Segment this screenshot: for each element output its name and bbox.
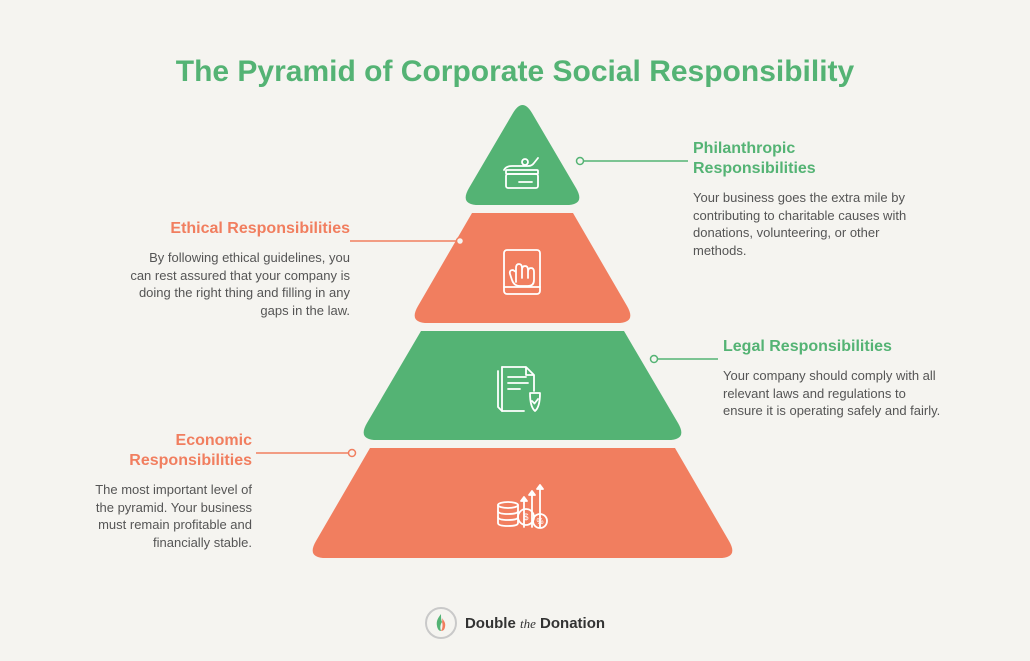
callout-body: The most important level of the pyramid.…: [92, 481, 252, 551]
callout-body: Your business goes the extra mile by con…: [693, 189, 913, 259]
page-title: The Pyramid of Corporate Social Responsi…: [0, 55, 1030, 89]
logo-word-donation: Donation: [540, 615, 605, 632]
pyramid: $ %: [300, 100, 745, 570]
callout-body: By following ethical guidelines, you can…: [130, 249, 350, 319]
callout-heading: Ethical Responsibilities: [130, 219, 350, 239]
logo-text: Double the Donation: [465, 615, 605, 632]
pyramid-level-legal: [364, 331, 682, 440]
logo-word-the: the: [520, 616, 536, 631]
svg-text:%: %: [536, 517, 543, 526]
callout-philanthropic: Philanthropic Responsibilities Your busi…: [693, 139, 913, 259]
callout-body: Your company should comply with all rele…: [723, 367, 943, 420]
callout-heading: Legal Responsibilities: [723, 337, 943, 357]
logo-word-double: Double: [465, 615, 516, 632]
flame-icon: [425, 607, 457, 639]
infographic-page: The Pyramid of Corporate Social Responsi…: [0, 0, 1030, 661]
callout-heading: Economic Responsibilities: [92, 431, 252, 471]
callout-economic: Economic Responsibilities The most impor…: [92, 431, 252, 551]
pyramid-level-economic: [313, 448, 733, 558]
pyramid-level-philanthropic: [466, 105, 580, 205]
brand-logo: Double the Donation: [0, 607, 1030, 639]
svg-text:$: $: [523, 512, 528, 522]
callout-heading: Philanthropic Responsibilities: [693, 139, 913, 179]
callout-ethical: Ethical Responsibilities By following et…: [130, 219, 350, 319]
callout-legal: Legal Responsibilities Your company shou…: [723, 337, 943, 420]
